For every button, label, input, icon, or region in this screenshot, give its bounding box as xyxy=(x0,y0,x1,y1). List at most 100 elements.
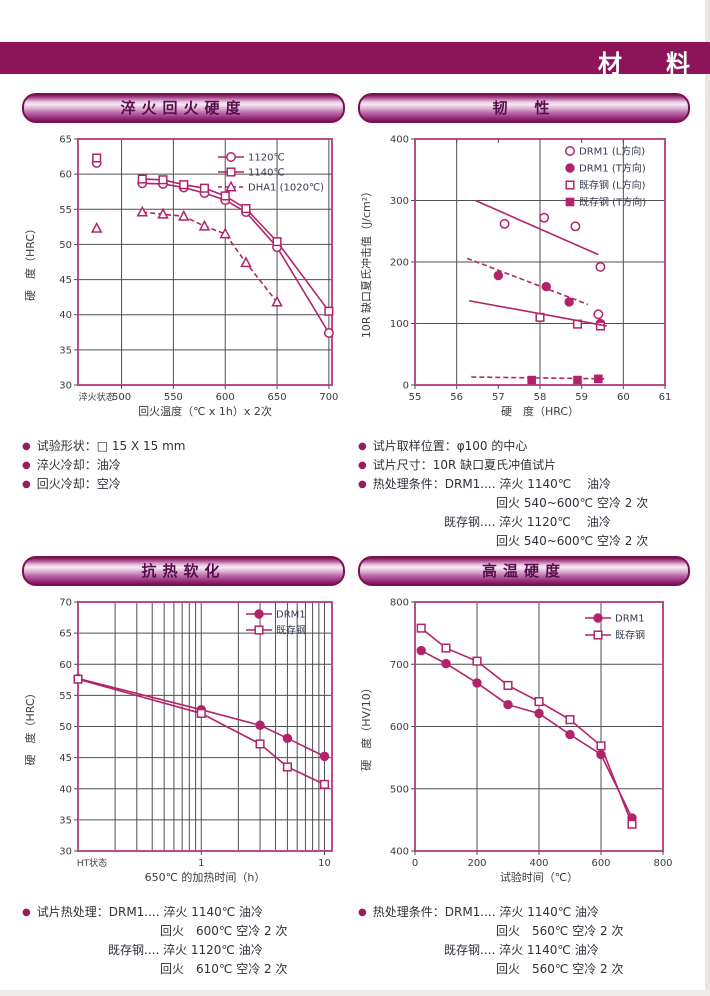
note-text: 回火 560℃ 空冷 2 次 xyxy=(496,924,624,938)
note-line: 回火 610℃ 空冷 2 次 xyxy=(22,960,345,979)
note-text: 既存钢.... 淬火 1140℃ 油冷 xyxy=(444,943,599,957)
y-tick-label: 800 xyxy=(390,598,409,609)
section-header-heat-softening: 抗热软化 xyxy=(22,556,345,586)
bullet-icon: ● xyxy=(358,460,367,471)
data-point xyxy=(196,708,206,718)
data-point xyxy=(255,720,265,730)
panel-heat-softening: 抗热软化 HT状态 1 10 30 35 40 45 50 55 60 65 70 650℃ 的加热时间… xyxy=(22,556,345,979)
data-point xyxy=(472,678,482,688)
note-text: 回火 540~600℃ 空冷 2 次 xyxy=(496,534,649,548)
note-text: 回火 600℃ 空冷 2 次 xyxy=(160,924,288,938)
x-tick-label: 60 xyxy=(617,392,630,403)
data-point xyxy=(573,375,582,385)
note-line: ● 淬火冷却：油冷 xyxy=(22,456,345,475)
data-point xyxy=(441,643,451,653)
panel-hot-hardness: 高温硬度 0 200 400 600 800 400 500 600 700 800 试验时间（℃）… xyxy=(358,556,690,979)
y-tick-label: 50 xyxy=(59,722,72,733)
x-axis-label: 试验时间（℃） xyxy=(500,870,578,884)
notes-temper-hardness: ● 试验形状：□ 15 X 15 mm ● 淬火冷却：油冷 ● 回火冷却：空冷 xyxy=(22,437,345,494)
data-point xyxy=(565,146,575,156)
data-point xyxy=(527,375,536,385)
note-text: 回火 560℃ 空冷 2 次 xyxy=(496,962,624,976)
note-line: 回火 540~600℃ 空冷 2 次 xyxy=(358,494,690,513)
y-tick-label: 400 xyxy=(390,135,409,146)
y-tick-label: 30 xyxy=(59,847,72,858)
data-point xyxy=(282,762,292,772)
toughness-chart: 55 56 57 58 59 60 61 0 100 200 300 400 硬 度（HRC） 10R 缺… xyxy=(359,135,672,419)
data-point xyxy=(157,207,169,219)
y-tick-label: 600 xyxy=(390,722,409,733)
bullet-icon: ● xyxy=(358,479,367,490)
data-point xyxy=(271,295,283,307)
note-line: ● 热处理条件：DRM1.... 淬火 1140℃ 油冷 xyxy=(358,475,690,494)
plot-frame xyxy=(77,138,333,386)
data-point xyxy=(137,174,147,184)
data-point xyxy=(416,645,426,656)
series-line xyxy=(142,178,330,312)
data-point xyxy=(254,625,264,635)
data-point xyxy=(179,180,189,190)
data-point xyxy=(472,656,482,666)
y-tick-label: 60 xyxy=(59,170,72,181)
x-tick-label: HT状态 xyxy=(77,857,107,869)
x-axis-label: 650℃ 的加热时间（h） xyxy=(145,870,266,884)
data-point xyxy=(319,751,330,762)
data-point xyxy=(503,680,513,690)
bullet-icon: ● xyxy=(22,479,31,490)
legend-label: 既存钢 xyxy=(615,629,645,642)
y-tick-label: 100 xyxy=(390,319,409,330)
notes-heat-softening: ● 试片热处理：DRM1.... 淬火 1140℃ 油冷 回火 600℃ 空冷 2 … xyxy=(22,903,345,979)
section-header-hot-hardness: 高温硬度 xyxy=(358,556,690,586)
data-point xyxy=(441,658,451,669)
x-axis-label: 回火温度（℃ x 1h）x 2次 xyxy=(138,404,272,418)
series-line xyxy=(466,257,589,306)
panel-temper-hardness: 淬火回火硬度 淬火状态 500 550 600 650 700 30 35 40 45 50 55 60… xyxy=(22,93,345,494)
note-line: ● 试验形状：□ 15 X 15 mm xyxy=(22,437,345,456)
x-tick-label: 600 xyxy=(591,858,610,869)
notes-toughness: ● 试片取样位置：φ100 的中心 ● 试片尺寸：10R 缺口夏氏冲值试片 ● 热处理条件… xyxy=(358,437,690,551)
note-line: 回火 560℃ 空冷 2 次 xyxy=(358,960,690,979)
data-point xyxy=(593,630,603,640)
series-line xyxy=(469,299,607,327)
data-point xyxy=(565,729,575,740)
y-tick-label: 50 xyxy=(59,240,72,251)
page-edge-right xyxy=(705,0,710,996)
note-line: 回火 540~600℃ 空冷 2 次 xyxy=(358,532,690,551)
legend-label: 既存钢 (L方向) xyxy=(579,179,646,192)
x-tick-label: 56 xyxy=(450,392,463,403)
data-point xyxy=(565,180,575,190)
data-point xyxy=(199,183,210,193)
data-point xyxy=(226,152,236,162)
data-point xyxy=(565,197,575,207)
y-axis-label: 硬 度（HRC） xyxy=(23,687,37,765)
x-tick-label: 1 xyxy=(198,858,204,869)
legend-label: 既存钢 (T方向) xyxy=(579,196,646,209)
data-point xyxy=(272,237,282,247)
legend-label: DHA1 (1020℃) xyxy=(248,183,324,194)
page-edge-bottom xyxy=(0,990,710,996)
x-tick-label: 61 xyxy=(659,392,672,403)
data-point xyxy=(570,221,581,232)
y-tick-label: 500 xyxy=(390,784,409,795)
x-tick-label: 55 xyxy=(409,392,422,403)
y-tick-label: 60 xyxy=(59,660,72,671)
page-title: 材 料 xyxy=(598,50,700,78)
series-line xyxy=(475,199,599,256)
data-point xyxy=(282,733,293,744)
y-tick-label: 65 xyxy=(59,629,72,640)
x-tick-label: 700 xyxy=(319,392,338,403)
data-point xyxy=(254,609,264,619)
note-text: 试片取样位置：φ100 的中心 xyxy=(372,439,528,453)
note-text: 回火 540~600℃ 空冷 2 次 xyxy=(496,496,649,510)
data-point xyxy=(136,205,149,217)
bullet-icon: ● xyxy=(358,907,367,918)
y-tick-label: 35 xyxy=(59,345,72,356)
note-line: 既存钢.... 淬火 1120℃ 油冷 xyxy=(22,941,345,960)
x-axis-label: 硬 度（HRC） xyxy=(501,404,579,418)
note-text: 淬火冷却：油冷 xyxy=(36,458,121,472)
bullet-icon: ● xyxy=(22,907,31,918)
data-point xyxy=(324,306,334,316)
x-tick-label: 500 xyxy=(112,392,131,403)
page-header-bar: 材 料 xyxy=(0,42,710,78)
data-point xyxy=(499,218,510,229)
